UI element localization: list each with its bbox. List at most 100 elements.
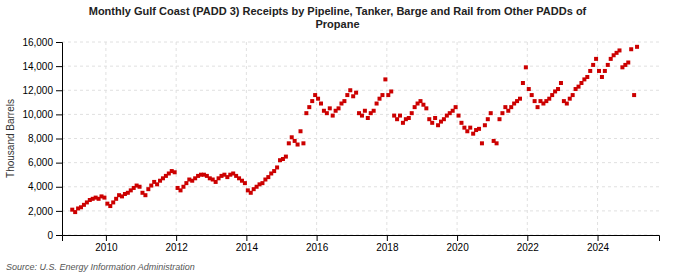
- point: [149, 184, 153, 188]
- x-tick: 2014: [236, 235, 259, 253]
- point: [243, 181, 247, 185]
- point: [249, 191, 253, 195]
- point: [290, 135, 294, 139]
- x-tick: 2012: [166, 235, 189, 253]
- tick-mark: [56, 139, 62, 140]
- tick-label: 8,000: [28, 133, 53, 144]
- tick-mark: [317, 235, 318, 241]
- point: [345, 93, 349, 97]
- x-axis: 20102012201420162018202020222024: [63, 235, 660, 253]
- point: [597, 69, 601, 73]
- point: [506, 109, 510, 113]
- point: [421, 103, 425, 107]
- axis-line: [63, 236, 660, 242]
- point: [486, 117, 490, 121]
- point: [383, 77, 387, 81]
- y-tick: 16,000: [22, 37, 62, 48]
- point: [328, 106, 332, 110]
- grid-line-x: [246, 42, 247, 235]
- y-tick: 0: [47, 230, 62, 241]
- point: [342, 99, 346, 103]
- y-axis: 02,0004,0006,0008,00010,00012,00014,0001…: [22, 37, 62, 241]
- point: [471, 132, 475, 136]
- point: [386, 93, 390, 97]
- point: [260, 181, 264, 185]
- grid-line-x: [527, 42, 528, 235]
- y-tick: 2,000: [28, 206, 62, 217]
- grid-line-y: [62, 66, 659, 67]
- point: [483, 123, 487, 127]
- point: [418, 99, 422, 103]
- x-tick: 2016: [306, 235, 329, 253]
- tick-label: 2018: [376, 242, 399, 253]
- point: [571, 93, 575, 97]
- y-tick: 14,000: [22, 61, 62, 72]
- point: [173, 170, 177, 174]
- tick-mark: [246, 235, 247, 241]
- axis-line: [56, 43, 63, 236]
- point: [600, 75, 604, 79]
- point: [287, 141, 291, 145]
- point: [360, 114, 364, 118]
- point: [354, 91, 358, 95]
- point: [325, 111, 329, 115]
- point: [181, 185, 185, 189]
- point: [465, 129, 469, 133]
- point: [155, 182, 159, 186]
- point: [310, 99, 314, 103]
- point: [603, 69, 607, 73]
- point: [527, 87, 531, 91]
- grid: [62, 42, 659, 235]
- point: [319, 102, 323, 106]
- grid-line-x: [316, 42, 317, 235]
- grid-line-x: [176, 42, 177, 235]
- point: [550, 93, 554, 97]
- point: [108, 204, 112, 208]
- point: [468, 126, 472, 130]
- y-tick: 6,000: [28, 157, 62, 168]
- point: [111, 200, 115, 204]
- tick-label: 2016: [306, 242, 329, 253]
- annotation: Source: U.S. Energy Information Administ…: [6, 262, 195, 272]
- point: [179, 188, 183, 192]
- point: [629, 47, 633, 51]
- x-tick: 2020: [446, 235, 469, 253]
- point: [378, 97, 382, 101]
- grid-line-x: [457, 42, 458, 235]
- point: [275, 165, 279, 169]
- point: [509, 105, 513, 109]
- point: [214, 180, 218, 184]
- point: [427, 117, 431, 121]
- grid-line-y: [62, 138, 659, 139]
- x-tick: 2018: [376, 235, 399, 253]
- point: [536, 105, 540, 109]
- point: [266, 175, 270, 179]
- plot-area: 2010201220142016201820202022202402,0004,…: [22, 37, 659, 253]
- point: [407, 116, 411, 120]
- point: [433, 116, 437, 120]
- point: [635, 45, 639, 49]
- point: [559, 81, 563, 85]
- point: [138, 185, 142, 189]
- x-tick: 2010: [95, 235, 118, 253]
- tick-label: 2,000: [28, 206, 53, 217]
- point: [293, 139, 297, 143]
- tick-mark: [56, 235, 62, 236]
- grid-line-y: [62, 90, 659, 91]
- point: [102, 196, 106, 200]
- grid-line-y: [62, 42, 659, 43]
- point: [296, 143, 300, 147]
- point: [500, 111, 504, 115]
- point: [617, 48, 621, 52]
- tick-label: 2010: [95, 242, 118, 253]
- point: [73, 210, 77, 214]
- tick-label: 2012: [166, 242, 189, 253]
- point: [401, 121, 405, 125]
- point: [442, 117, 446, 121]
- tick-label: 4,000: [28, 181, 53, 192]
- point: [609, 57, 613, 61]
- tick-mark: [176, 235, 177, 241]
- point: [477, 127, 481, 131]
- point: [568, 97, 572, 101]
- point: [372, 109, 376, 113]
